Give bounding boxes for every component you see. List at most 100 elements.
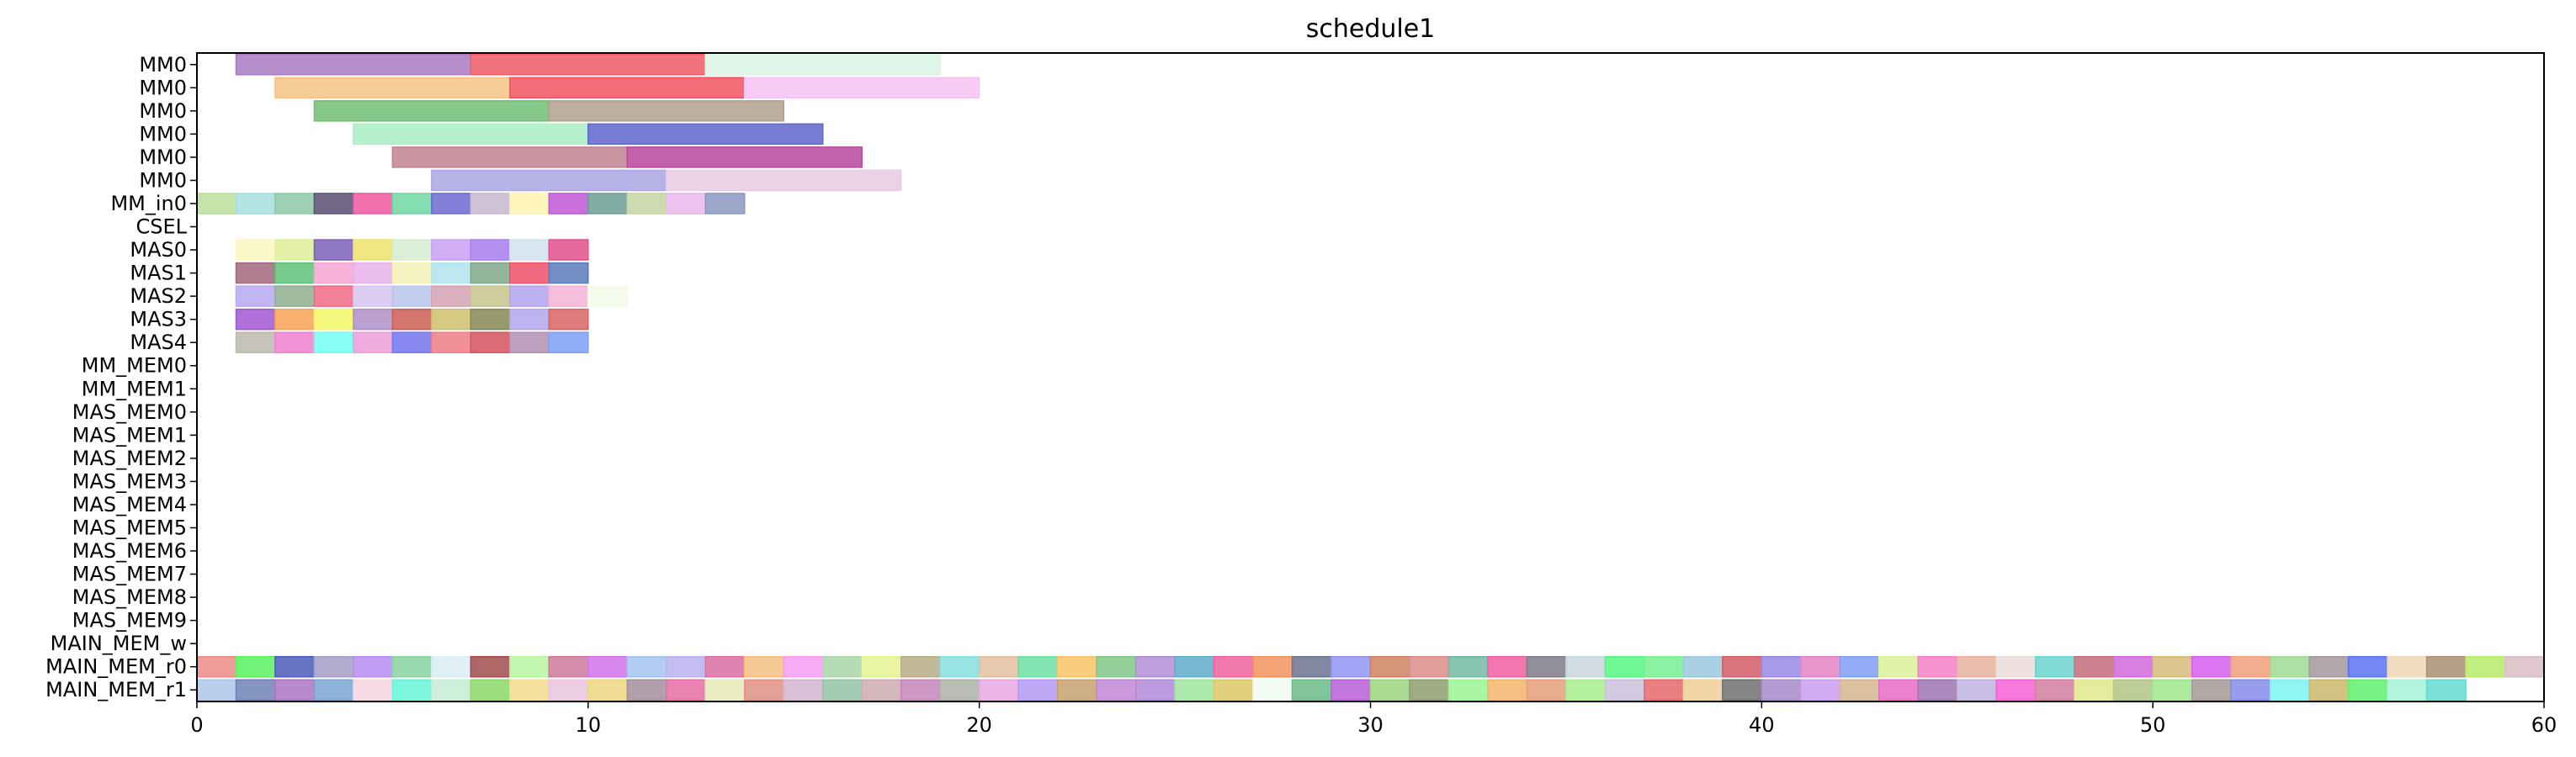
bar-main-mem-r0-30 bbox=[1369, 655, 1410, 678]
bar-main-mem-r1-35 bbox=[1565, 679, 1607, 701]
x-tick-label: 40 bbox=[1749, 713, 1775, 737]
bar-row11-60 bbox=[391, 308, 433, 331]
bar-row12-73 bbox=[548, 331, 589, 353]
bar-main-mem-r0-38 bbox=[1682, 655, 1724, 678]
chart-title: schedule1 bbox=[1306, 14, 1436, 44]
bar-row9-45 bbox=[548, 262, 589, 284]
bar-row12-67 bbox=[313, 331, 354, 353]
bar-row6-18 bbox=[353, 193, 394, 214]
bar-main-mem-r0-45 bbox=[1957, 655, 1997, 678]
bar-main-mem-r1-33 bbox=[1487, 679, 1528, 701]
y-tick-label: MM0 bbox=[139, 168, 187, 192]
bar-main-mem-r0-47 bbox=[2034, 655, 2075, 678]
bar-main-mem-r0-18 bbox=[900, 655, 941, 678]
bar-main-mem-r1-4 bbox=[353, 679, 394, 701]
y-tick-label: MAS2 bbox=[130, 284, 187, 308]
bar-row6-19 bbox=[391, 193, 433, 214]
bar-main-mem-r0-32 bbox=[1447, 655, 1489, 678]
bar-row4-10 bbox=[391, 146, 629, 168]
bar-main-mem-r1-19 bbox=[939, 679, 980, 701]
y-tick-label: MM0 bbox=[139, 53, 187, 77]
bar-main-mem-r0-6 bbox=[431, 655, 472, 678]
bar-row6-17 bbox=[313, 193, 354, 214]
bar-main-mem-r0-59 bbox=[2504, 655, 2545, 678]
bar-main-mem-r1-55 bbox=[2347, 679, 2388, 701]
y-tick-label: MM0 bbox=[139, 76, 187, 99]
bar-main-mem-r0-17 bbox=[861, 655, 902, 678]
y-tick-label: MAS_MEM0 bbox=[72, 400, 187, 424]
bar-main-mem-r0-19 bbox=[939, 655, 980, 678]
bar-row6-23 bbox=[548, 193, 589, 214]
bar-main-mem-r1-17 bbox=[861, 679, 902, 701]
bar-row2-7 bbox=[548, 100, 784, 122]
y-tick-label: MAS_MEM8 bbox=[72, 585, 187, 609]
y-tick-label: MAS_MEM2 bbox=[72, 447, 187, 470]
bar-main-mem-r1-40 bbox=[1761, 679, 1802, 701]
bar-main-mem-r1-28 bbox=[1291, 679, 1332, 701]
bar-main-mem-r1-39 bbox=[1722, 679, 1763, 701]
bar-row10-52 bbox=[470, 285, 511, 307]
bar-main-mem-r0-42 bbox=[1839, 655, 1880, 678]
bar-row3-8 bbox=[353, 123, 589, 146]
bar-row9-40 bbox=[353, 262, 394, 284]
x-tick-label: 50 bbox=[2140, 713, 2166, 737]
bar-main-mem-r1-38 bbox=[1682, 679, 1724, 701]
bar-main-mem-r0-28 bbox=[1291, 655, 1332, 678]
y-tick-label: MAS_MEM4 bbox=[72, 493, 187, 516]
bar-main-mem-r0-15 bbox=[783, 655, 824, 678]
bar-main-mem-r0-58 bbox=[2465, 655, 2506, 678]
bar-row9-39 bbox=[313, 262, 354, 284]
bar-main-mem-r0-51 bbox=[2191, 655, 2232, 678]
bar-main-mem-r0-43 bbox=[1878, 655, 1920, 678]
bar-main-mem-r0-13 bbox=[704, 655, 746, 678]
bar-main-mem-r1-24 bbox=[1134, 679, 1176, 701]
bar-row12-71 bbox=[470, 331, 511, 353]
bar-row8-34 bbox=[470, 239, 511, 261]
bar-main-mem-r0-52 bbox=[2230, 655, 2271, 678]
bar-main-mem-r0-26 bbox=[1213, 655, 1254, 678]
bar-row11-64 bbox=[548, 308, 589, 331]
bar-row3-9 bbox=[587, 123, 824, 146]
bar-main-mem-r1-46 bbox=[1995, 679, 2037, 701]
y-tick-label: MM0 bbox=[139, 122, 187, 146]
bar-row10-55 bbox=[587, 285, 629, 307]
bar-main-mem-r1-34 bbox=[1526, 679, 1567, 701]
bar-row8-28 bbox=[235, 239, 276, 261]
bar-main-mem-r0-27 bbox=[1252, 655, 1293, 678]
bar-main-mem-r1-20 bbox=[978, 679, 1019, 701]
bar-row10-48 bbox=[313, 285, 354, 307]
x-tick-label: 30 bbox=[1357, 713, 1384, 737]
x-tick-label: 0 bbox=[190, 713, 203, 737]
bar-row9-37 bbox=[235, 262, 276, 284]
bar-main-mem-r0-57 bbox=[2425, 655, 2467, 678]
bar-row6-22 bbox=[509, 193, 550, 214]
bar-row9-38 bbox=[274, 262, 316, 284]
bar-row1-3 bbox=[274, 77, 511, 99]
bar-main-mem-r0-46 bbox=[1995, 655, 2037, 678]
bar-row6-14 bbox=[196, 193, 237, 214]
bar-row8-33 bbox=[431, 239, 472, 261]
bar-main-mem-r1-26 bbox=[1213, 679, 1254, 701]
bar-row9-42 bbox=[431, 262, 472, 284]
bar-row5-13 bbox=[666, 169, 902, 192]
bar-main-mem-r0-1 bbox=[235, 655, 276, 678]
bar-row11-62 bbox=[470, 308, 511, 331]
y-tick-label: MAIN_MEM_w bbox=[50, 632, 187, 655]
bar-row12-69 bbox=[391, 331, 433, 353]
y-tick-label: MAS4 bbox=[130, 331, 187, 354]
bar-main-mem-r0-48 bbox=[2074, 655, 2115, 678]
bar-main-mem-r1-9 bbox=[548, 679, 589, 701]
bar-row10-53 bbox=[509, 285, 550, 307]
bar-main-mem-r0-8 bbox=[509, 655, 550, 678]
bar-row12-70 bbox=[431, 331, 472, 353]
bar-main-mem-r0-9 bbox=[548, 655, 589, 678]
y-tick-label: MM_in0 bbox=[110, 192, 187, 215]
bar-main-mem-r1-7 bbox=[470, 679, 511, 701]
bar-row10-47 bbox=[274, 285, 316, 307]
bar-row11-56 bbox=[235, 308, 276, 331]
bar-main-mem-r0-44 bbox=[1917, 655, 1958, 678]
bar-main-mem-r1-3 bbox=[313, 679, 354, 701]
bar-main-mem-r0-41 bbox=[1800, 655, 1841, 678]
bar-main-mem-r0-12 bbox=[666, 655, 707, 678]
bar-main-mem-r1-11 bbox=[626, 679, 667, 701]
